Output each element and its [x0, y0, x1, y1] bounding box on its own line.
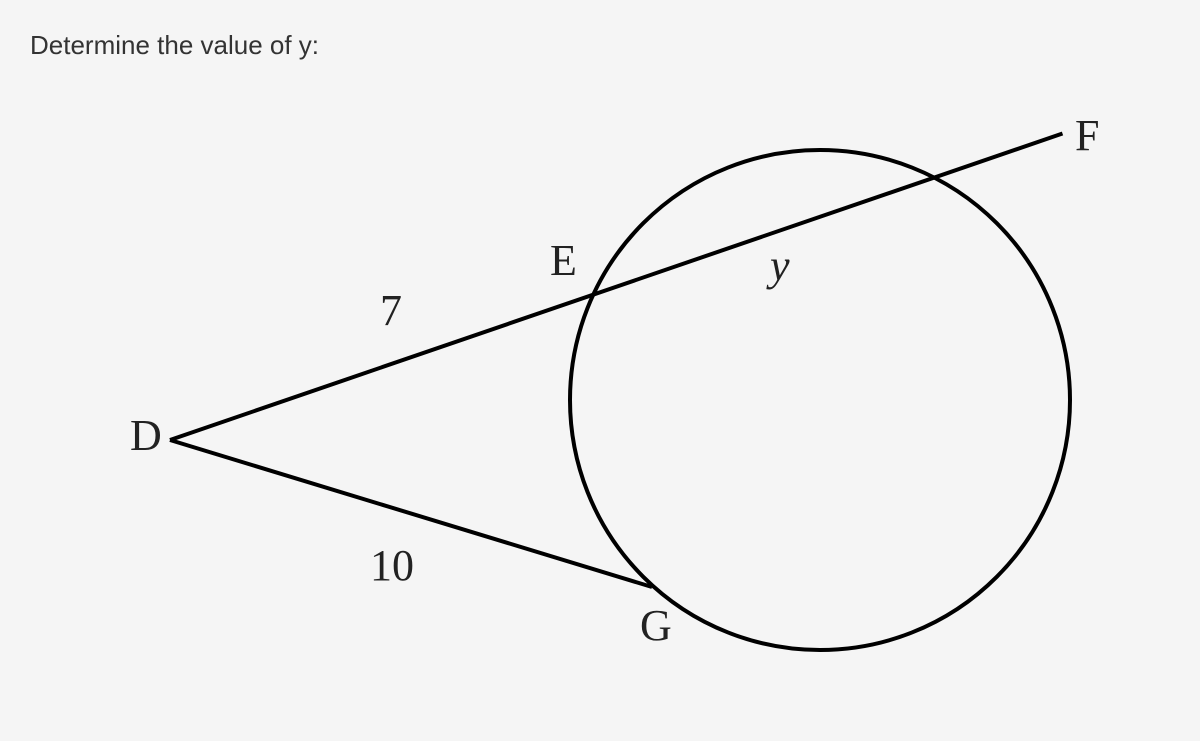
- question-prompt: Determine the value of y:: [30, 30, 319, 61]
- diagram-svg: [100, 90, 1100, 720]
- label-point-E: E: [550, 235, 577, 286]
- label-point-F: F: [1075, 110, 1099, 161]
- label-point-G: G: [640, 600, 672, 651]
- label-segment-EF: y: [770, 240, 790, 291]
- label-point-D: D: [130, 410, 162, 461]
- label-segment-DG: 10: [370, 540, 414, 591]
- circle: [570, 150, 1070, 650]
- label-segment-DE: 7: [380, 285, 402, 336]
- secant-line: [170, 134, 1063, 441]
- geometry-diagram: D E F G 7 y 10: [100, 90, 1100, 720]
